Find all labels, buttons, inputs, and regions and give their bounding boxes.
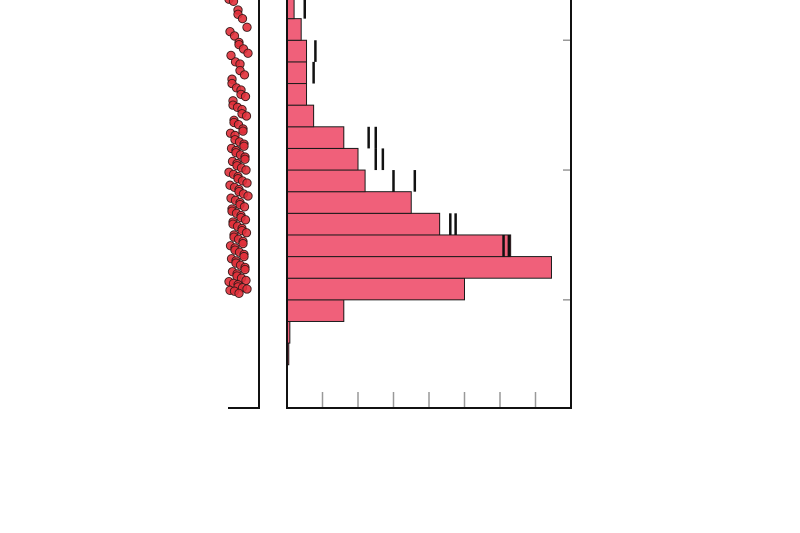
- histogram-bar: [286, 39, 308, 63]
- scatter-point: [242, 178, 252, 188]
- scatter-point: [238, 238, 248, 249]
- scatter-point: [226, 50, 236, 61]
- scatter-point: [242, 22, 252, 32]
- scatter-point: [229, 31, 240, 41]
- scatter-point: [240, 215, 251, 225]
- histogram-bar: [286, 191, 412, 214]
- scatter-panel: [224, 0, 260, 409]
- histogram-bar: [286, 0, 295, 20]
- histogram-bars: [286, 0, 552, 366]
- scatter-point: [241, 228, 252, 238]
- histogram-bar: [286, 104, 315, 128]
- histogram-bar: [286, 126, 345, 149]
- scatter-point: [243, 48, 253, 58]
- scatter-points: [224, 0, 253, 299]
- histogram-bar: [286, 83, 308, 106]
- scatter-point: [239, 202, 250, 212]
- scatter-point: [241, 165, 251, 175]
- histogram-bar: [286, 212, 441, 236]
- histogram-overlay-outlines: [303, 0, 511, 257]
- scatter-point: [239, 141, 249, 151]
- scatter-point: [238, 126, 248, 136]
- scatter-point: [240, 91, 251, 102]
- histogram-ticks: [321, 39, 570, 407]
- scatter-point: [242, 284, 252, 294]
- histogram-bar: [286, 18, 302, 41]
- histogram-bar: [286, 256, 552, 279]
- scatter-point: [237, 13, 248, 24]
- scatter-point: [234, 288, 244, 299]
- scatter-point: [239, 70, 250, 80]
- scatter-point: [240, 264, 250, 275]
- histogram-bar: [286, 299, 345, 322]
- scatter-point: [239, 251, 249, 262]
- histogram-bar: [286, 234, 512, 258]
- histogram-bar: [286, 169, 366, 193]
- scatter-point: [228, 0, 239, 6]
- scatter-point: [241, 111, 252, 121]
- histogram-bar: [286, 277, 465, 301]
- scatter-point: [243, 191, 253, 201]
- histogram-bar: [286, 147, 359, 171]
- scatter-point: [240, 154, 250, 164]
- histogram-bar: [286, 61, 308, 85]
- histogram-panel: [286, 0, 572, 409]
